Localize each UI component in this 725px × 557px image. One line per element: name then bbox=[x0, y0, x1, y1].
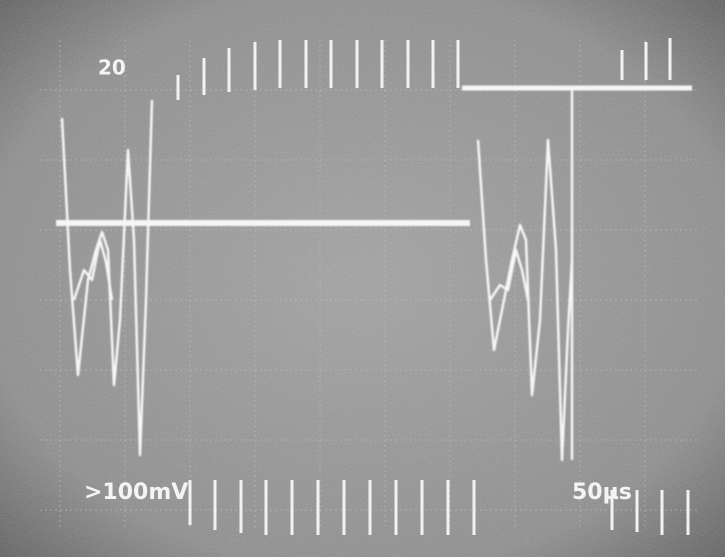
channel-scale: 20 bbox=[98, 56, 126, 80]
time-base: 50µs bbox=[572, 480, 632, 505]
oscilloscope-screen: 20 >100mV 50µs bbox=[0, 0, 725, 557]
trigger-level: >100mV bbox=[84, 480, 188, 505]
page: 20 >100mV 50µs (() => { const data = JSO… bbox=[0, 0, 725, 557]
